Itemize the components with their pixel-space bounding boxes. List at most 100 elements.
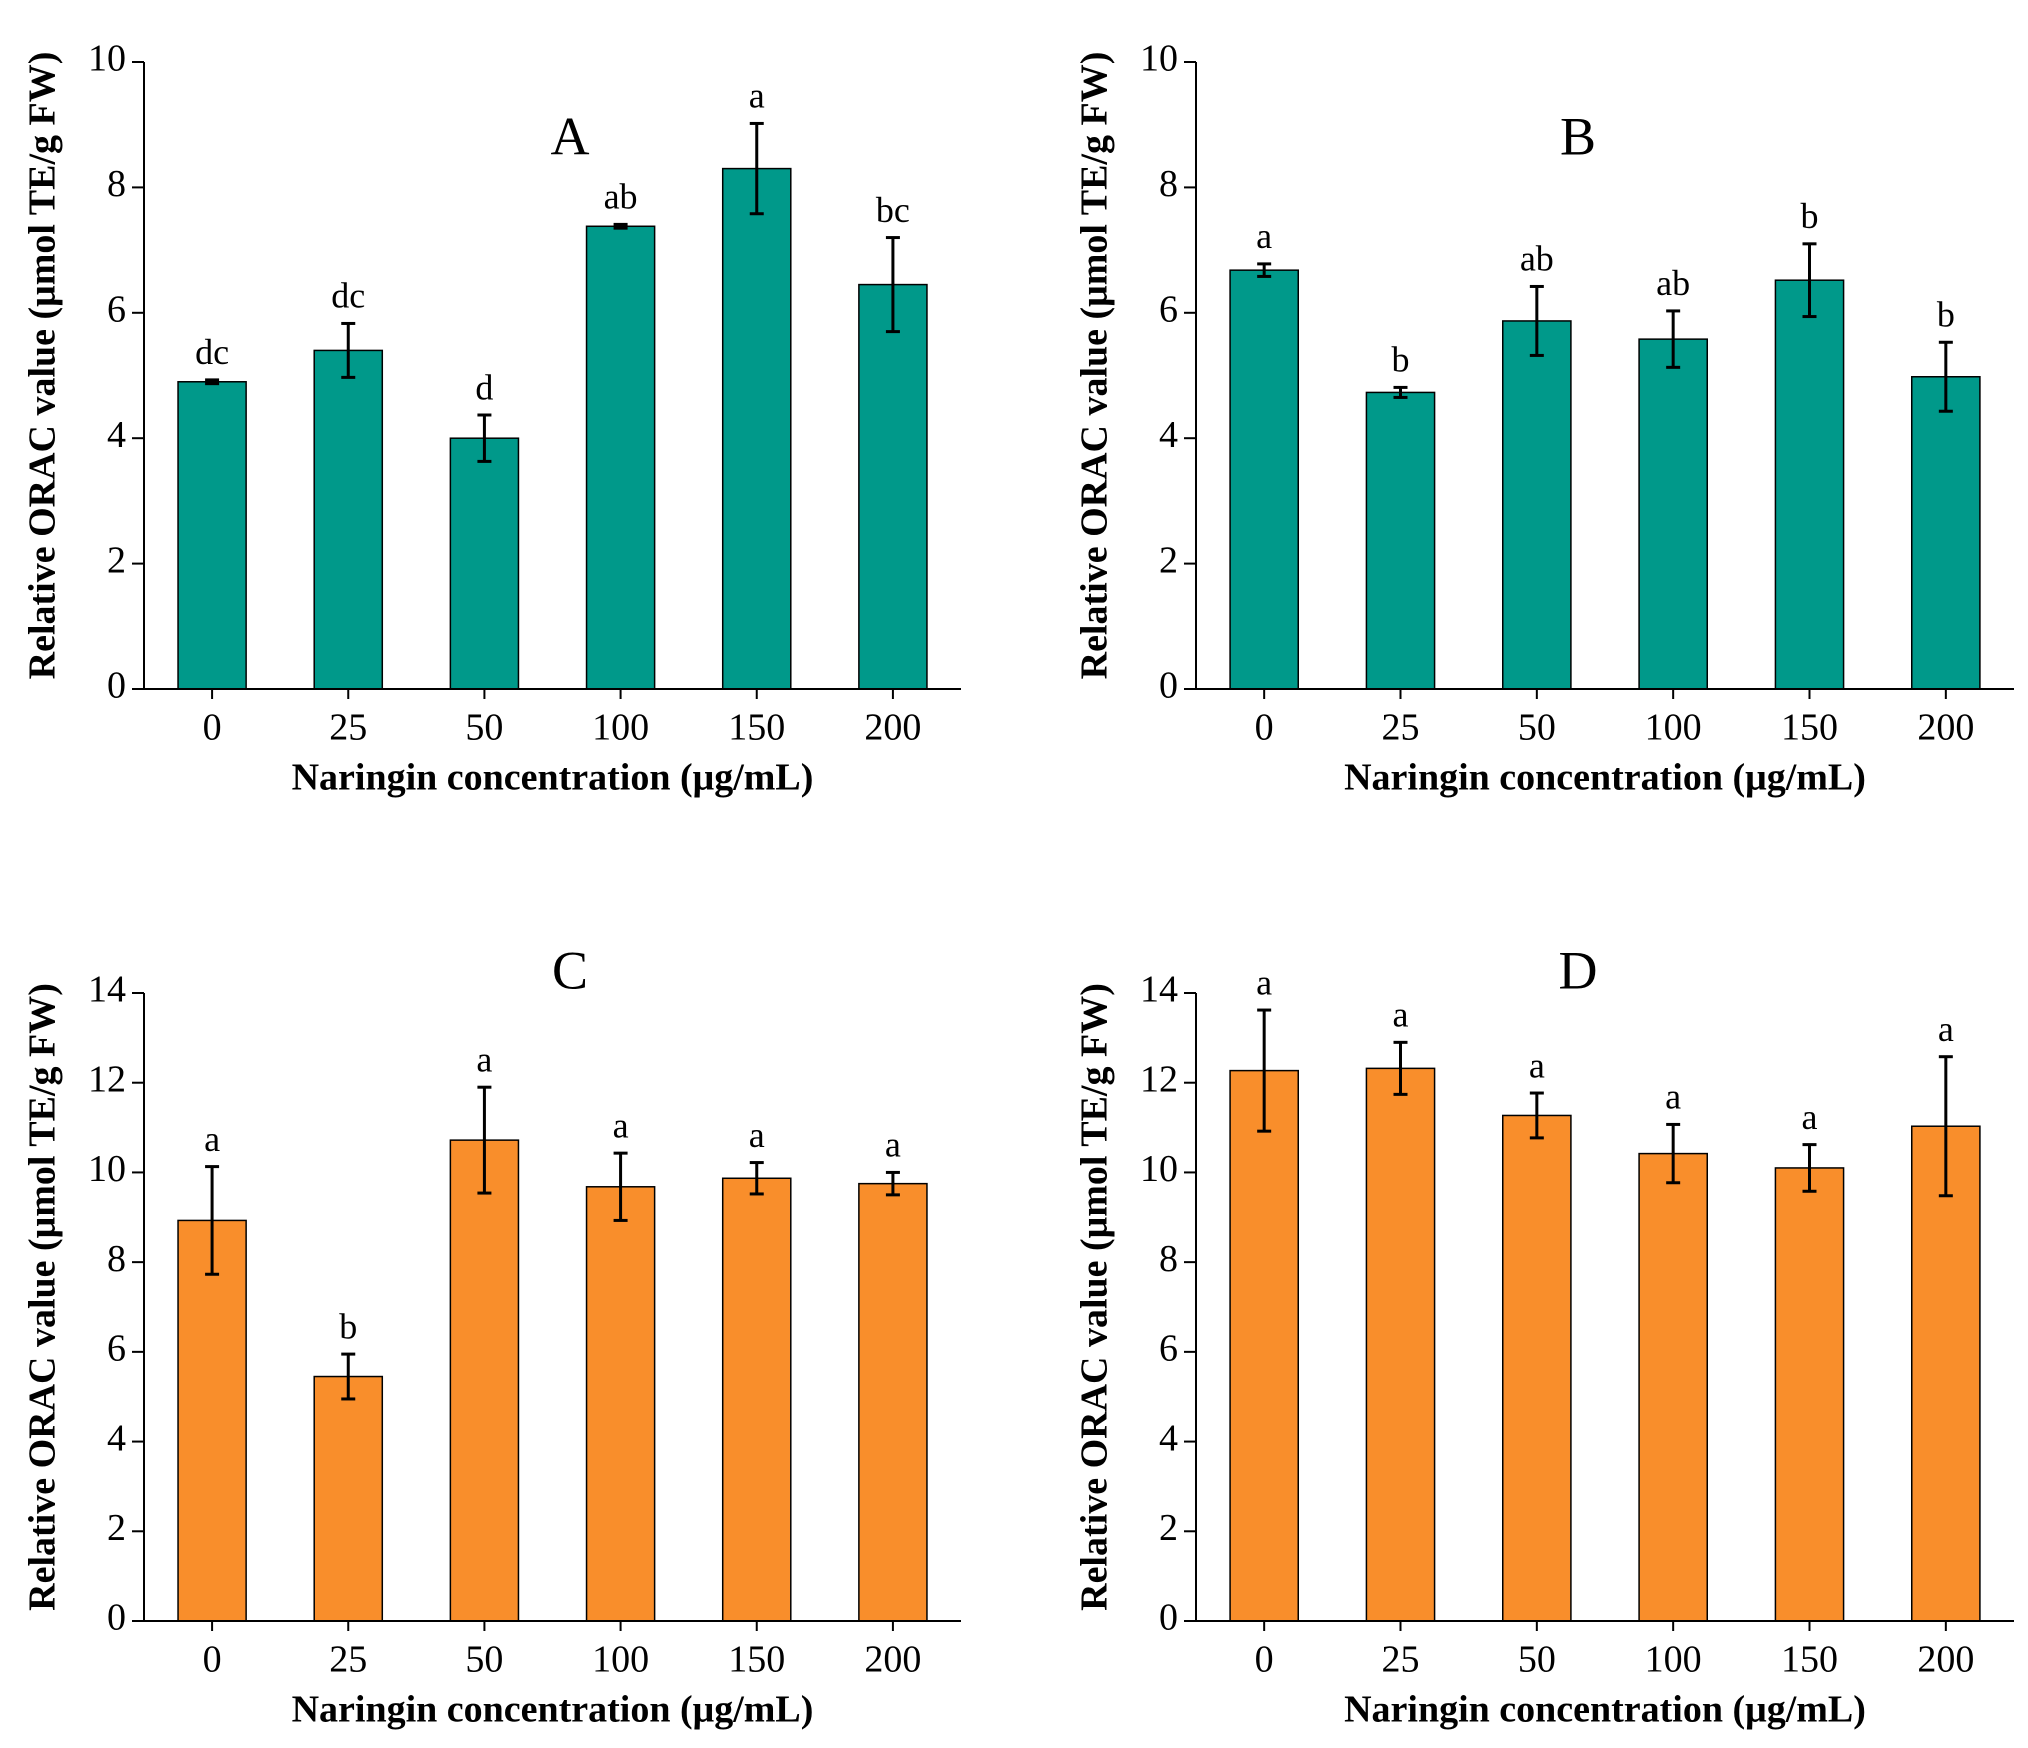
error-bar <box>477 1085 492 1195</box>
annotation: d <box>475 367 493 407</box>
annotation: a <box>1938 1009 1954 1049</box>
bar <box>1638 338 1709 690</box>
error-bar <box>613 1151 628 1222</box>
y-tick-label: 0 <box>1159 1597 1178 1639</box>
annotation: ab <box>604 177 638 217</box>
error-bar <box>341 1352 356 1401</box>
x-tick-label: 100 <box>592 1639 649 1681</box>
x-tick-label: 25 <box>1382 707 1420 749</box>
y-tick-label: 12 <box>1140 1058 1178 1100</box>
y-tick-label: 0 <box>107 1597 126 1639</box>
x-tick-label: 100 <box>1645 707 1702 749</box>
x-tick-label: 200 <box>864 1639 921 1681</box>
x-axis-label: Naringin concentration (μg/mL) <box>292 1689 814 1731</box>
y-tick-label: 4 <box>1159 414 1178 456</box>
y-tick-label: 2 <box>107 1507 126 1549</box>
x-tick-label: 100 <box>592 707 649 749</box>
bar <box>1638 1152 1709 1622</box>
x-tick-label: 0 <box>1255 1639 1274 1681</box>
y-tick-label: 6 <box>1159 289 1178 331</box>
error-bar <box>477 413 492 463</box>
annotation: dc <box>331 276 365 316</box>
annotation: dc <box>195 332 229 372</box>
y-tick-label: 14 <box>1140 969 1178 1011</box>
y-tick-label: 8 <box>1159 1238 1178 1280</box>
error-bar <box>1938 1055 1953 1198</box>
x-tick-label: 25 <box>329 1639 367 1681</box>
annotation: b <box>1392 340 1410 380</box>
y-tick-label: 10 <box>1140 38 1178 80</box>
error-bar <box>205 378 220 386</box>
x-tick-label: 0 <box>203 707 222 749</box>
error-bar <box>1257 262 1272 278</box>
annotation: a <box>204 1119 220 1159</box>
annotation: b <box>339 1306 357 1346</box>
annotation: a <box>1256 216 1272 256</box>
chart-title: C <box>552 940 588 1000</box>
y-tick-label: 0 <box>107 665 126 707</box>
x-tick-label: 150 <box>728 707 785 749</box>
annotation: a <box>1256 962 1272 1002</box>
annotation: bc <box>876 190 910 230</box>
bar <box>1774 279 1845 690</box>
bar <box>721 167 792 690</box>
x-tick-label: 150 <box>1781 1639 1838 1681</box>
x-tick-label: 50 <box>1518 707 1556 749</box>
y-axis-label: Relative ORAC value (μmol TE/g FW) <box>22 52 64 680</box>
bar <box>1502 1114 1572 1622</box>
y-tick-label: 6 <box>107 289 126 331</box>
x-tick-label: 150 <box>728 1639 785 1681</box>
error-bar <box>205 1165 220 1276</box>
y-tick-label: 2 <box>1159 539 1178 581</box>
error-bar <box>1802 242 1817 319</box>
error-bar <box>1529 1091 1544 1140</box>
x-tick-label: 50 <box>1518 1639 1556 1681</box>
x-tick-label: 25 <box>329 707 367 749</box>
y-tick-label: 6 <box>107 1328 126 1370</box>
chart-title: D <box>1559 940 1598 1000</box>
bar <box>449 437 520 690</box>
error-bar <box>1938 340 1953 413</box>
annotation: b <box>1801 196 1819 236</box>
annotation: a <box>749 76 765 116</box>
bar <box>1502 320 1572 690</box>
bar <box>1365 391 1436 690</box>
bar <box>858 283 928 690</box>
x-tick-label: 50 <box>465 707 503 749</box>
error-bar <box>1393 385 1408 399</box>
x-tick-label: 150 <box>1781 707 1838 749</box>
error-bar <box>885 236 900 334</box>
y-tick-label: 2 <box>107 539 126 581</box>
annotation: ab <box>1656 263 1690 303</box>
bar <box>721 1177 792 1622</box>
annotation: a <box>885 1125 901 1165</box>
annotation: ab <box>1520 239 1554 279</box>
x-axis-label: Naringin concentration (μg/mL) <box>292 757 814 799</box>
error-bar <box>1666 309 1681 369</box>
x-tick-label: 100 <box>1645 1639 1702 1681</box>
annotation: a <box>749 1115 765 1155</box>
error-bar <box>1393 1040 1408 1096</box>
y-axis-label: Relative ORAC value (μmol TE/g FW) <box>1074 983 1116 1611</box>
y-tick-label: 8 <box>107 163 126 205</box>
bar <box>585 1186 656 1622</box>
y-tick-label: 10 <box>88 1148 126 1190</box>
error-bar <box>1666 1122 1681 1185</box>
y-tick-label: 4 <box>107 414 126 456</box>
x-axis-label: Naringin concentration (μg/mL) <box>1344 1689 1866 1731</box>
bar <box>1774 1167 1845 1622</box>
y-tick-label: 14 <box>88 969 126 1011</box>
y-tick-label: 4 <box>1159 1417 1178 1459</box>
bar <box>313 349 384 690</box>
error-bar <box>885 1170 900 1197</box>
y-axis-label: Relative ORAC value (μmol TE/g FW) <box>22 983 64 1611</box>
annotation: a <box>1393 995 1409 1035</box>
annotation: b <box>1937 295 1955 335</box>
annotation: a <box>1802 1097 1818 1137</box>
bar <box>1911 376 1981 690</box>
x-tick-label: 0 <box>1255 707 1274 749</box>
x-axis-label: Naringin concentration (μg/mL) <box>1344 757 1866 799</box>
bar <box>585 225 656 690</box>
y-tick-label: 2 <box>1159 1507 1178 1549</box>
